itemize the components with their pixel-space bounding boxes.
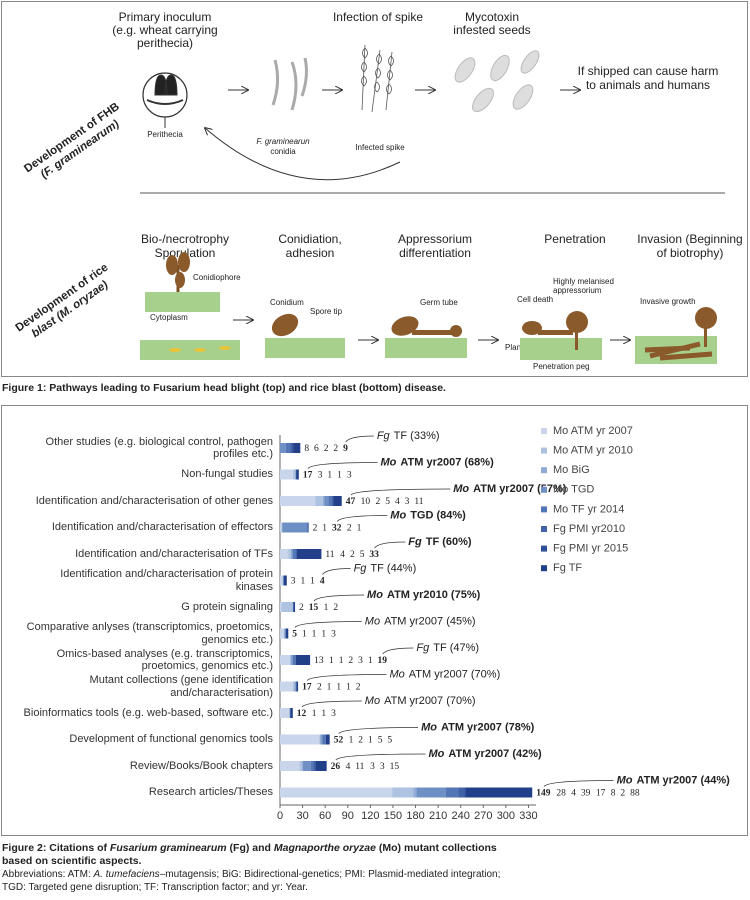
stage-title: Invasion (Beginning [637,232,742,246]
category-label: Identification and/characterisation of e… [51,521,273,534]
category-label: Omics-based analyses (e.g. transcriptomi… [56,647,273,673]
category-label: Identification and/characterisation of T… [75,547,273,560]
caption-part: Fusarium graminearum [109,842,227,854]
fhb-label: infested seeds [453,23,530,37]
part-label: Cell death [517,295,553,304]
figure2-frame [1,405,748,836]
fhb-sublabel: conidia [270,147,296,156]
caption-part: Figure 2: Citations of [2,842,110,854]
figure1-frame [1,1,748,377]
caption-part: (Mo) mutant collections based on scienti… [2,842,497,867]
stage-title: Penetration [544,232,605,246]
abbrev-part: –mutagensis; BiG: Bidirectional-genetics… [2,869,501,893]
abbrev-part: Abbreviations: ATM: [2,869,94,880]
category-label: Development of functional genomics tools [69,733,273,746]
part-label: Conidium [270,298,304,307]
part-label: appressorium [553,286,602,295]
figure2-caption: Figure 2: Citations of Fusarium graminea… [2,842,502,868]
part-label: Cytoplasm [150,313,188,322]
stage-title: of biotrophy) [657,246,724,260]
category-label: Non-fungal studies [181,468,273,481]
fhb-label: If shipped can cause harm [578,64,719,78]
category-label: Review/Books/Book chapters [129,759,273,772]
part-label: Germ tube [420,298,458,307]
figure1-caption: Figure 1: Pathways leading to Fusarium h… [2,382,446,394]
blast-illustrations [140,252,717,364]
fhb-sublabel: Perithecia [147,130,183,139]
category-label: Comparative anlyses (transcriptomics, pr… [26,621,273,646]
category-label: Identification and/characterisation of p… [60,568,273,593]
fhb-illustrations [140,44,725,194]
abbrev-part: A. tumefaciens [93,869,160,880]
stage-title: Conidiation, [278,232,341,246]
figure1-labels: Primary inoculum(e.g. wheat carryingperi… [14,10,743,371]
category-label: Identification and/characterisation of o… [35,494,273,507]
fhb-label: Mycotoxin [465,10,519,24]
fhb-label: Primary inoculum [119,10,212,24]
caption-part: Magnaporthe oryzae [273,842,376,854]
fhb-label: perithecia) [137,36,193,50]
category-label: Mutant collections (gene identification … [89,674,273,699]
part-label: Conidiophore [193,273,241,282]
rotated-label: Development of FHB(F. graminearum) [22,101,122,181]
caption-part: (Fg) and [226,842,274,854]
fhb-sublabel: F. graminearun [256,137,310,146]
part-label: Spore tip [310,307,343,316]
stage-title: differentiation [399,246,471,260]
fhb-label: (e.g. wheat carrying [112,23,217,37]
fhb-sublabel: Infected spike [355,143,405,152]
part-label: Penetration peg [533,362,590,371]
fhb-label: Infection of spike [333,10,423,24]
stage-title: Bio-/necrotrophy [141,232,229,246]
abbreviations: Abbreviations: ATM: A. tumefaciens–mutag… [2,869,522,894]
part-label: Highly melanised [553,277,614,286]
category-label: Other studies (e.g. biological control, … [45,435,273,461]
stage-title: Appressorium [398,232,472,246]
category-label: G protein signaling [181,600,273,613]
part-label: Invasive growth [640,297,696,306]
figure1: Primary inoculum(e.g. wheat carryingperi… [14,10,743,371]
category-label: Bioinformatics tools (e.g. web-based, so… [23,706,273,719]
category-label: Research articles/Theses [148,786,273,799]
stage-title: adhesion [286,246,335,260]
fhb-label: to animals and humans [586,78,710,92]
